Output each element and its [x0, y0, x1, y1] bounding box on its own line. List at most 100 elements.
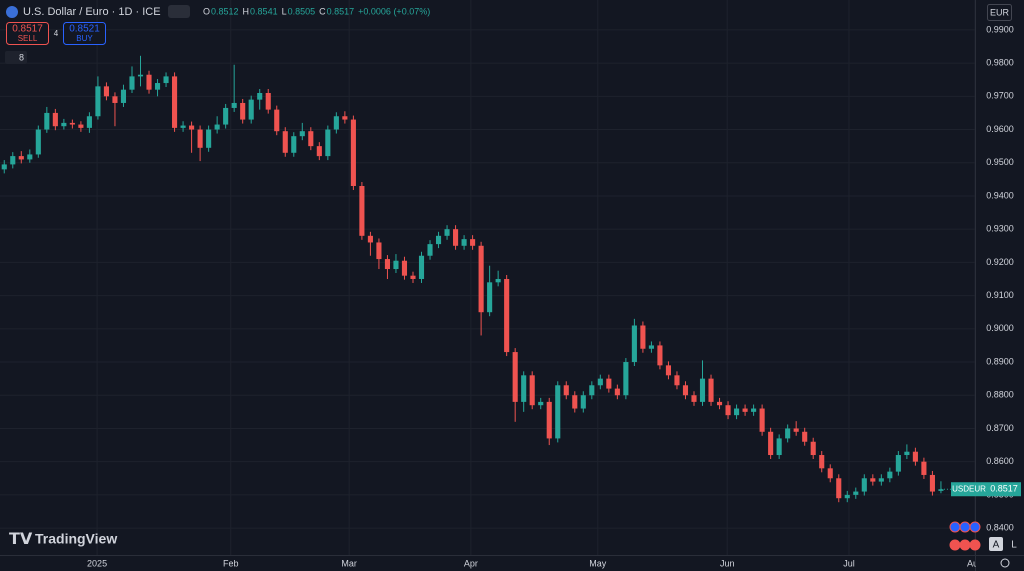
x-tick-label: Jun — [720, 558, 735, 568]
candle-body — [401, 260, 408, 276]
candle-body — [206, 129, 212, 148]
y-tick-label: 0.9400 — [986, 190, 1014, 200]
symbol-icon — [6, 6, 18, 18]
event-icons — [949, 521, 981, 551]
candle-body — [112, 96, 118, 103]
candles — [1, 55, 944, 503]
candle-body — [895, 455, 901, 472]
legend-key: H — [243, 6, 250, 16]
log-scale-label[interactable]: L — [1011, 540, 1017, 551]
y-tick-label: 0.9300 — [986, 224, 1014, 234]
candle-body — [146, 74, 152, 90]
candle-body — [154, 83, 161, 90]
candle-body — [521, 375, 527, 402]
event-icon[interactable] — [969, 521, 981, 533]
candle-body — [393, 260, 399, 270]
sell-button[interactable] — [6, 22, 49, 45]
legend-key: C — [319, 6, 326, 16]
y-tick-label: 0.9100 — [986, 290, 1014, 300]
candle-body — [580, 395, 586, 409]
currency-box[interactable] — [987, 4, 1012, 21]
candle-body — [316, 146, 322, 157]
legend-value: 0.8505 — [288, 6, 316, 16]
y-tick-label: 0.8600 — [986, 456, 1014, 466]
event-icon[interactable] — [949, 539, 961, 551]
price-axis-corner — [976, 556, 1024, 571]
candle-body — [836, 478, 842, 499]
candle-body — [665, 365, 672, 376]
candle-body — [10, 156, 16, 165]
candle-body — [555, 385, 561, 439]
candle-body — [938, 489, 944, 491]
candle-body — [27, 154, 33, 160]
candle-body — [163, 76, 169, 84]
candle-body — [631, 325, 637, 363]
candle-body — [120, 89, 127, 103]
candle-body — [231, 102, 237, 108]
candle-body — [214, 124, 220, 130]
x-tick-label: Jul — [843, 558, 855, 568]
candle-body — [810, 441, 816, 456]
candle-body — [325, 129, 331, 157]
event-icon[interactable] — [959, 539, 971, 551]
candle-body — [418, 255, 425, 279]
candle-body — [657, 345, 663, 366]
grid — [0, 0, 976, 555]
spread: 4 — [54, 29, 59, 38]
candle-body — [759, 408, 765, 432]
candle-body — [827, 468, 833, 479]
candle-body — [367, 235, 373, 243]
candle-body — [853, 491, 859, 495]
event-icon[interactable] — [969, 539, 981, 551]
currency: EUR — [990, 7, 1010, 17]
candle-body — [172, 76, 178, 128]
candle-body — [691, 395, 697, 402]
candle-body — [572, 395, 578, 409]
buy-button[interactable] — [63, 22, 106, 45]
indicators-toggle[interactable] — [5, 51, 27, 64]
legend-key: L — [282, 6, 287, 16]
legend-change: +0.0006 (+0.07%) — [358, 6, 430, 16]
candle-body — [376, 242, 382, 260]
candle-body — [682, 385, 689, 396]
y-tick-label: 0.9600 — [986, 124, 1014, 134]
brand: TradingView — [35, 531, 117, 547]
candle-body — [921, 461, 927, 475]
candle-body — [103, 86, 109, 97]
candle-body — [478, 245, 484, 313]
legend-value: 0.8517 — [327, 6, 355, 16]
event-icon[interactable] — [949, 521, 961, 533]
candle-body — [904, 451, 910, 456]
settings-icon[interactable] — [1000, 558, 1010, 568]
buy-label: BUY — [76, 34, 93, 43]
candle-body — [86, 116, 92, 128]
candle-body — [333, 116, 339, 130]
candle-body — [504, 278, 510, 353]
candle-body — [69, 122, 75, 125]
candle-body — [61, 122, 67, 127]
candle-body — [35, 129, 41, 155]
candle-body — [384, 259, 390, 270]
x-tick-label: Apr — [464, 558, 478, 568]
toggle[interactable] — [168, 5, 190, 18]
candle-body — [614, 388, 620, 396]
axes: 0.9900 0.9800 0.9700 0.9600 0.9500 0.9400 0.93… — [87, 24, 1024, 571]
y-tick-label: 0.9500 — [986, 157, 1014, 167]
candle-body — [529, 375, 535, 406]
candle-body — [716, 401, 723, 406]
candle-body — [563, 385, 569, 396]
candle-body — [95, 86, 101, 117]
candle-body — [240, 102, 246, 120]
candle-body — [453, 229, 459, 246]
candle-body — [674, 375, 680, 386]
candle-body — [197, 129, 203, 148]
event-icon[interactable] — [959, 521, 971, 533]
candle-body — [291, 136, 297, 153]
y-tick-label: 0.9900 — [986, 24, 1014, 34]
candle-body — [248, 99, 254, 120]
candle-body — [708, 378, 714, 402]
legend-value: 0.8512 — [211, 6, 239, 16]
auto-scale-button[interactable] — [989, 537, 1003, 551]
